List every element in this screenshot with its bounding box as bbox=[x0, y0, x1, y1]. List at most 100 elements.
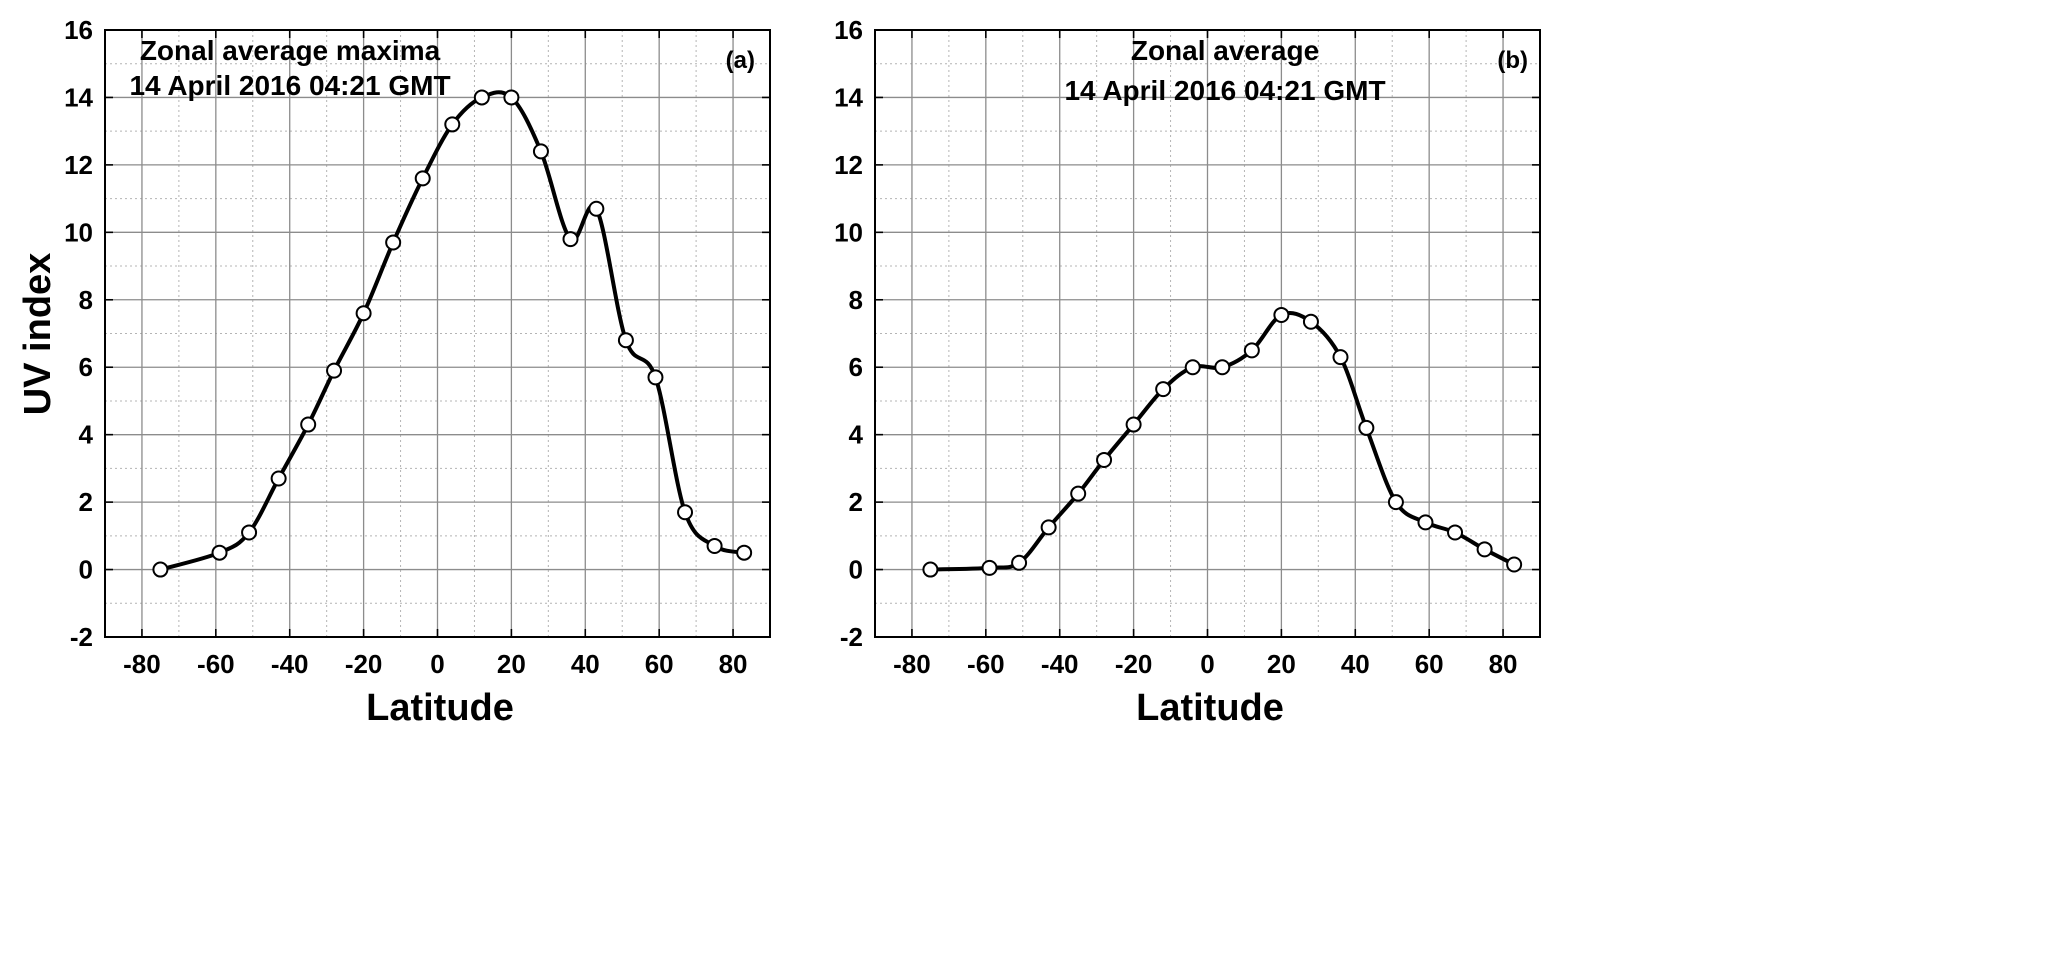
panel-b-label: (b) bbox=[1497, 47, 1528, 74]
panel-a-y-tick-label: -2 bbox=[70, 622, 93, 652]
panel-b-y-tick-label: 6 bbox=[849, 352, 863, 382]
panel-a-data-point bbox=[326, 362, 343, 379]
panel-b-data-point bbox=[1096, 451, 1113, 468]
panel-b-x-tick-label: -80 bbox=[893, 649, 931, 679]
panel-a-x-tick-label: 0 bbox=[430, 649, 444, 679]
panel-b-data-point bbox=[1214, 359, 1231, 376]
panel-b-y-tick-label: 4 bbox=[849, 420, 864, 450]
panel-a-x-tick-label: 40 bbox=[571, 649, 600, 679]
panel-b-data-point bbox=[1155, 381, 1172, 398]
panel-b-data-point bbox=[1447, 524, 1464, 541]
panel-a-data-point bbox=[736, 544, 753, 561]
panel-b-x-tick-label: 80 bbox=[1489, 649, 1518, 679]
panel-b-data-point bbox=[1040, 519, 1057, 536]
panel-b-y-tick-label: 12 bbox=[834, 150, 863, 180]
panel-b-data-point bbox=[1184, 359, 1201, 376]
panel-a-series bbox=[152, 89, 753, 578]
panel-a-data-point bbox=[444, 116, 461, 133]
panel-a-data-point bbox=[706, 537, 723, 554]
panel-a-x-tick-label: 60 bbox=[645, 649, 674, 679]
panel-a-data-point bbox=[211, 544, 228, 561]
panel-a-labels: Latitude UV index Zonal average maxima 1… bbox=[17, 35, 755, 729]
panel-a-grid bbox=[104, 29, 771, 638]
panel-a-data-point bbox=[270, 470, 287, 487]
panel-a-y-axis-title: UV index bbox=[17, 253, 59, 416]
panel-b-series-line bbox=[928, 311, 1517, 572]
panel-b-x-tick-label: 60 bbox=[1415, 649, 1444, 679]
panel-a-x-tick-label: 20 bbox=[497, 649, 526, 679]
panel-a-data-point bbox=[677, 504, 694, 521]
panel-b-data-point bbox=[1011, 554, 1028, 571]
panel-b-data-point bbox=[1273, 306, 1290, 323]
panel-a-y-tick-label: 6 bbox=[79, 352, 93, 382]
panel-a-data-point bbox=[473, 89, 490, 106]
panel-b-x-tick-label: 0 bbox=[1200, 649, 1214, 679]
panel-b-data-point bbox=[981, 559, 998, 576]
panel-a-x-tick-label: 80 bbox=[719, 649, 748, 679]
panel-b-x-axis-title: Latitude bbox=[1136, 687, 1284, 729]
panel-b-data-point bbox=[1476, 541, 1493, 558]
panel-a-y-tick-label: 16 bbox=[64, 15, 93, 45]
panel-a-data-point bbox=[355, 305, 372, 322]
panel-b-data-point bbox=[1417, 514, 1434, 531]
panel-a-data-point bbox=[532, 143, 549, 160]
panel-a-x-tick-label: -60 bbox=[197, 649, 235, 679]
panel-b-data-point bbox=[1125, 416, 1142, 433]
panel-b-data-point bbox=[1332, 349, 1349, 366]
panel-a-label: (a) bbox=[726, 47, 755, 74]
panel-a-x-tick-label: -20 bbox=[345, 649, 383, 679]
panel-b-y-tick-label: 10 bbox=[834, 217, 863, 247]
panel-b-x-tick-label: -60 bbox=[967, 649, 1005, 679]
panel-b-data-point bbox=[1506, 556, 1523, 573]
panel-b-y-tick-label: 16 bbox=[834, 15, 863, 45]
panel-b-y-tick-label: 14 bbox=[834, 82, 863, 112]
panel-a-y-tick-label: 8 bbox=[79, 285, 93, 315]
panel-b-x-tick-label: 20 bbox=[1267, 649, 1296, 679]
panel-a-data-point bbox=[647, 369, 664, 386]
panel-a-y-tick-label: 0 bbox=[79, 555, 93, 585]
panel-b-data-point bbox=[922, 561, 939, 578]
panel-a-annotation-line-2: 14 April 2016 04:21 GMT bbox=[129, 70, 450, 101]
panel-b-y-tick-label: 0 bbox=[849, 555, 863, 585]
panel-b-data-point bbox=[1070, 485, 1087, 502]
panel-b-data-point bbox=[1358, 419, 1375, 436]
panel-a-data-point bbox=[503, 89, 520, 106]
panel-a-annotation-line-1: Zonal average maxima bbox=[140, 35, 441, 66]
panel-a-data-point bbox=[617, 332, 634, 349]
panel-a-data-point bbox=[241, 524, 258, 541]
panel-a-series-line bbox=[158, 90, 747, 572]
panel-a-x-tick-label: -80 bbox=[123, 649, 161, 679]
panel-b-grid bbox=[874, 29, 1541, 638]
panel-a-data-point bbox=[152, 561, 169, 578]
panel-a-data-point bbox=[562, 231, 579, 248]
panel-b-y-tick-label: -2 bbox=[840, 622, 863, 652]
panel-a-x-axis-title: Latitude bbox=[366, 687, 514, 729]
panel-a-data-point bbox=[300, 416, 317, 433]
panel-b-x-tick-label: -40 bbox=[1041, 649, 1079, 679]
panel-b-data-point bbox=[1243, 342, 1260, 359]
panel-a-data-point bbox=[385, 234, 402, 251]
panel-a-y-tick-label: 10 bbox=[64, 217, 93, 247]
panel-a-y-tick-label: 12 bbox=[64, 150, 93, 180]
panel-b-series bbox=[922, 306, 1523, 578]
panel-a-y-tick-label: 2 bbox=[79, 487, 93, 517]
panel-a-y-tick-label: 4 bbox=[79, 420, 94, 450]
panel-b-labels: Latitude Zonal average 14 April 2016 04:… bbox=[1064, 35, 1528, 729]
panel-b-x-tick-label: 40 bbox=[1341, 649, 1370, 679]
panel-a-y-tick-label: 14 bbox=[64, 82, 93, 112]
panel-b-annotation-line-2: 14 April 2016 04:21 GMT bbox=[1064, 75, 1385, 106]
panel-b-data-point bbox=[1302, 313, 1319, 330]
panel-a-data-point bbox=[414, 170, 431, 187]
panel-b-x-tick-label: -20 bbox=[1115, 649, 1153, 679]
panel-b-y-tick-label: 8 bbox=[849, 285, 863, 315]
panel-b-annotation-line-1: Zonal average bbox=[1131, 35, 1319, 66]
panel-b-data-point bbox=[1387, 494, 1404, 511]
panel-b-y-tick-label: 2 bbox=[849, 487, 863, 517]
panel-a-data-point bbox=[588, 200, 605, 217]
panel-a-x-tick-label: -40 bbox=[271, 649, 309, 679]
